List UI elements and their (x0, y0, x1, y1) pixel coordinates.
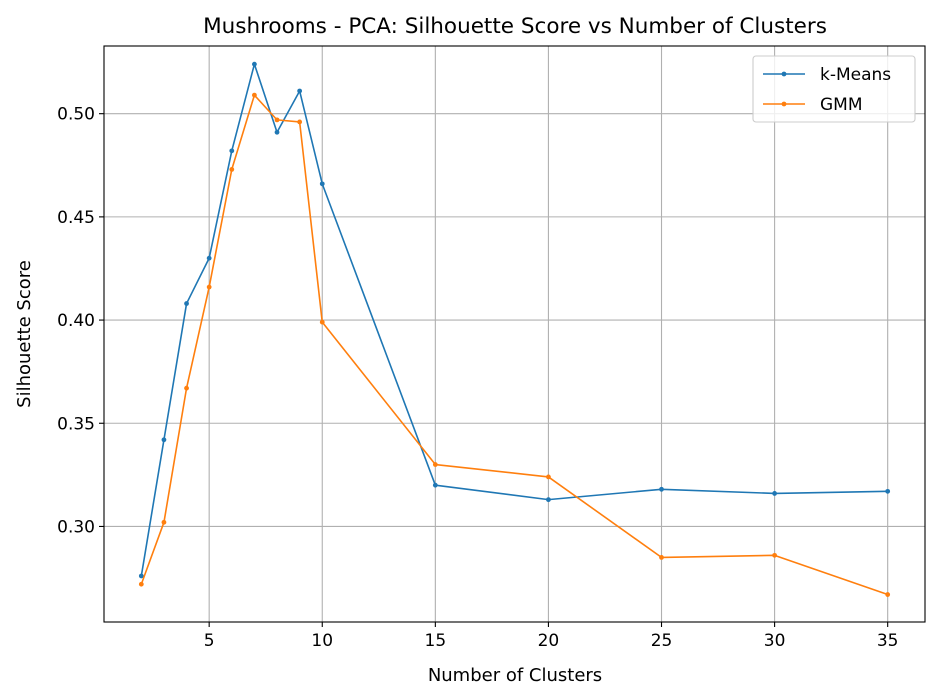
x-tick-label: 25 (651, 631, 673, 651)
data-point (161, 519, 167, 525)
data-point (161, 437, 167, 443)
data-point (297, 88, 303, 94)
x-tick-label: 15 (425, 631, 447, 651)
x-tick-label: 20 (538, 631, 560, 651)
axis-ticks: 5 10 15 20 25 30 35 0.30 0.35 0.40 0.45 0.50 (57, 105, 898, 651)
plot-frame (103, 45, 926, 623)
legend: k-Means GMM (752, 55, 916, 123)
y-axis-label: Silhouette Score (14, 260, 35, 408)
series-layer (138, 61, 891, 597)
y-tick-label: 0.30 (57, 517, 95, 537)
x-tick-label: 5 (204, 631, 215, 651)
data-point (885, 592, 891, 597)
data-point (252, 92, 257, 98)
data-point (319, 319, 325, 325)
data-point (138, 573, 144, 579)
data-point (229, 148, 235, 154)
x-axis-label: Number of Clusters (428, 665, 602, 686)
data-point (274, 117, 280, 123)
data-point (659, 555, 664, 560)
series-line (140, 63, 888, 577)
data-point (184, 301, 189, 306)
legend-box (752, 55, 916, 123)
data-point (319, 181, 325, 187)
data-point (659, 486, 664, 492)
data-point (772, 552, 777, 558)
data-point (138, 581, 144, 587)
data-point (252, 61, 257, 67)
x-tick-label: 35 (877, 631, 899, 651)
series-1 (138, 61, 891, 579)
y-tick-label: 0.40 (57, 311, 95, 331)
data-point (432, 482, 438, 488)
y-tick-label: 0.35 (57, 414, 95, 434)
data-point (546, 497, 551, 503)
grid-lines (104, 46, 925, 622)
y-tick-label: 0.45 (57, 208, 95, 228)
series-2 (138, 92, 891, 597)
x-tick-label: 30 (764, 631, 786, 651)
data-point (274, 129, 280, 135)
data-point (885, 488, 891, 494)
legend-marker (781, 101, 787, 107)
data-point (229, 167, 235, 172)
data-point (297, 119, 303, 125)
data-point (206, 284, 212, 290)
data-point (546, 474, 551, 480)
data-point (206, 255, 212, 261)
data-point (432, 462, 438, 467)
legend-label: k-Means (820, 65, 891, 85)
chart-title: Mushrooms - PCA: Silhouette Score vs Num… (203, 14, 827, 39)
legend-label: GMM (820, 95, 863, 115)
x-tick-label: 10 (311, 631, 333, 651)
data-point (772, 491, 777, 496)
y-tick-label: 0.50 (57, 105, 95, 125)
data-point (184, 385, 189, 391)
legend-marker (781, 71, 787, 77)
series-line (140, 94, 888, 596)
